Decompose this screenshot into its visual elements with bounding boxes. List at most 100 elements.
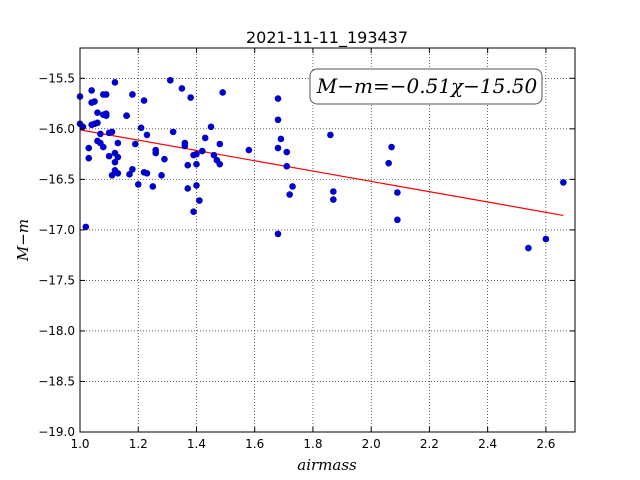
x-axis-label: airmass [297, 456, 357, 474]
data-point [169, 128, 177, 136]
data-point [140, 97, 148, 104]
data-point [207, 123, 215, 131]
data-point [123, 112, 130, 120]
x-tick-label: 1.2 [129, 437, 148, 451]
data-point [388, 143, 395, 151]
y-tick-label: −19.0 [38, 425, 75, 439]
x-tick-label: 2.0 [362, 437, 381, 451]
data-point [286, 191, 293, 198]
data-point [196, 197, 203, 204]
data-point [190, 208, 197, 216]
x-tick-label: 2.2 [420, 437, 439, 451]
data-point [193, 182, 200, 189]
data-point [184, 161, 192, 169]
fit-line-layer [79, 129, 564, 216]
data-point [85, 144, 93, 152]
y-tick-label: −18.5 [38, 374, 75, 388]
data-point [274, 230, 282, 238]
x-tick-label: 1.4 [187, 437, 206, 451]
data-point [198, 147, 206, 155]
data-point [187, 94, 194, 101]
data-point [327, 131, 334, 139]
data-point [181, 142, 189, 150]
data-point [542, 235, 550, 243]
grid-lines [79, 48, 575, 433]
data-points [76, 77, 567, 252]
x-tick-label: 1.0 [70, 437, 89, 451]
data-point [216, 140, 224, 148]
data-point [274, 116, 282, 124]
data-point [88, 87, 95, 94]
data-point [166, 77, 174, 84]
data-point [193, 150, 200, 158]
data-point [114, 139, 122, 147]
data-point [82, 223, 90, 231]
data-point [132, 140, 139, 148]
data-point [91, 98, 98, 105]
data-point [129, 165, 136, 173]
x-tick-label: 2.4 [478, 437, 497, 451]
axis-ticks: 1.0 1.2 1.4 1.6 1.8 2.0 2.2 2.4 2.6 −15.5 −16.0 −16… [38, 48, 575, 451]
data-point [143, 170, 151, 177]
annotation-text: M−m=−0.51χ−15.50 [316, 74, 538, 98]
data-point [283, 148, 291, 156]
data-point [111, 158, 119, 166]
annotation-box [309, 68, 543, 105]
data-point [161, 155, 168, 163]
data-point [274, 144, 282, 152]
data-point [274, 95, 282, 102]
data-point [102, 112, 110, 120]
data-point [111, 79, 119, 86]
data-point [85, 154, 93, 162]
data-point [330, 196, 337, 203]
y-tick-label: −18.0 [38, 324, 75, 338]
data-point [330, 188, 337, 195]
fit-annotation: M−m=−0.51χ−15.50 [309, 68, 543, 105]
data-point [394, 189, 401, 196]
chart-title: 2021-11-11_193437 [246, 28, 408, 48]
x-tick-label: 2.6 [536, 437, 555, 451]
data-point [143, 131, 151, 139]
data-point [129, 91, 136, 98]
data-point [283, 162, 291, 170]
data-point [560, 179, 567, 186]
data-point [184, 185, 192, 192]
data-point [99, 143, 107, 151]
x-tick-label: 1.6 [245, 437, 264, 451]
data-point [114, 170, 122, 177]
x-tick-label: 1.8 [303, 437, 322, 451]
data-point [126, 171, 133, 178]
y-axis-label: M−m [14, 219, 32, 262]
data-point [210, 151, 218, 159]
data-point [525, 244, 532, 252]
data-point [94, 119, 101, 127]
data-point [245, 146, 253, 154]
data-point [137, 124, 145, 132]
data-point [97, 130, 104, 138]
data-point [94, 109, 101, 116]
data-point [289, 183, 296, 190]
data-point [216, 160, 224, 168]
data-point [385, 159, 392, 167]
y-tick-label: −16.0 [38, 122, 75, 136]
fit-line [79, 129, 564, 216]
y-tick-label: −17.0 [38, 223, 75, 237]
data-point [105, 152, 113, 160]
data-point [108, 172, 116, 179]
data-point [219, 89, 226, 96]
data-point [152, 146, 160, 154]
data-point [149, 183, 157, 190]
data-point [193, 160, 200, 168]
data-point [108, 128, 116, 136]
data-point [201, 134, 209, 142]
data-point [114, 153, 122, 161]
plot-area-frame [79, 47, 576, 433]
data-point [134, 181, 142, 188]
data-point [102, 91, 110, 98]
y-tick-label: −16.5 [38, 172, 75, 186]
data-point [277, 135, 285, 143]
data-point [394, 216, 401, 224]
y-tick-label: −17.5 [38, 273, 75, 287]
y-tick-label: −15.5 [38, 71, 75, 85]
